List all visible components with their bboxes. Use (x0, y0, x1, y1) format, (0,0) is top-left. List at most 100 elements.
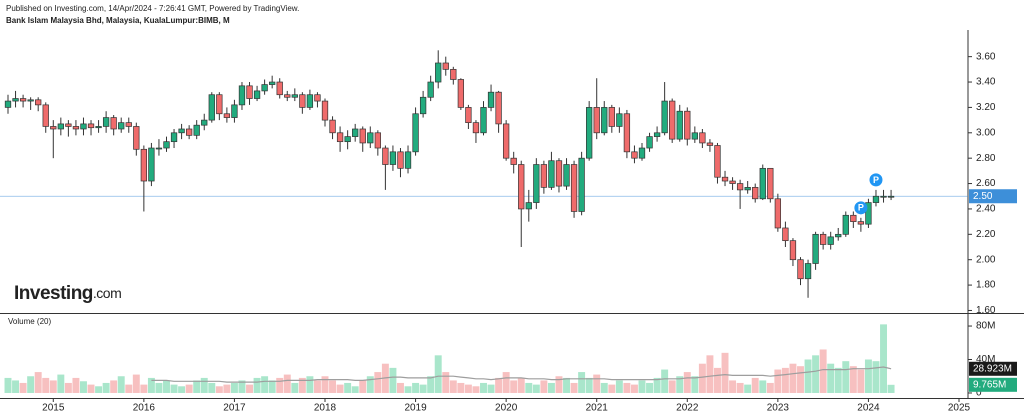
x-tick-label: 2016 (133, 403, 156, 414)
volume-bar (729, 380, 737, 393)
volume-bar (714, 367, 721, 393)
volume-bar (480, 382, 487, 393)
candle-body (472, 122, 480, 134)
volume-bar (170, 384, 178, 393)
volume-bar (766, 382, 774, 393)
volume-bar (781, 367, 789, 393)
volume-bar (774, 369, 782, 393)
volume-bar (721, 352, 729, 393)
candle-body (767, 167, 774, 200)
volume-bar (487, 384, 495, 393)
x-tick-label: 2025 (948, 403, 971, 414)
volume-bar (691, 376, 699, 393)
candle-body (344, 136, 351, 143)
volume-bar (495, 377, 503, 393)
x-tick-label: 2017 (223, 403, 246, 414)
event-marker (854, 201, 868, 215)
candle-body (389, 151, 397, 165)
volume-bar (646, 382, 654, 393)
candle-body (495, 91, 502, 125)
candle-body (865, 202, 872, 225)
candle-body (284, 94, 291, 98)
candle-body (616, 113, 623, 127)
volume-bar (215, 386, 223, 393)
candle-body (480, 107, 487, 134)
volume-ma-line (151, 366, 892, 383)
volume-bar (178, 386, 186, 393)
candle-body (646, 136, 653, 149)
candle-body (510, 157, 517, 165)
volume-bar (638, 380, 646, 393)
candle-body (397, 151, 404, 169)
volume-bar (412, 382, 420, 393)
candle-body (842, 214, 849, 235)
volume-bar (442, 372, 450, 393)
candle-body (208, 94, 215, 121)
candle-body (201, 119, 208, 126)
candle-body (276, 81, 283, 96)
candle-body (684, 110, 691, 140)
volume-bar (608, 384, 616, 393)
candle-body (27, 99, 34, 102)
candle-body (80, 123, 87, 130)
candle-body (691, 132, 698, 140)
candle-body (812, 233, 819, 264)
volume-bar (464, 384, 472, 393)
volume-bar (329, 380, 337, 393)
volume-bar (532, 384, 540, 393)
x-tick-label: 2023 (767, 403, 790, 414)
candle-body (676, 110, 683, 140)
chart-title: Bank Islam Malaysia Bhd, Malaysia, Kuala… (6, 16, 230, 25)
volume-bar (751, 377, 759, 393)
volume-tick-label: 80M (976, 321, 995, 332)
logo-suffix: .com (93, 285, 121, 301)
x-tick-label: 2020 (495, 403, 518, 414)
x-tick-label: 2019 (404, 403, 427, 414)
candle-body (623, 113, 631, 153)
logo: Investing.com (14, 283, 121, 304)
volume-tick-label: 0 (976, 388, 982, 399)
candle-body (502, 123, 510, 159)
y-tick-label: 2.20 (976, 229, 996, 240)
candle-body (133, 126, 140, 150)
volume-bar (540, 380, 548, 393)
volume-last-label: 9.765M (973, 379, 1006, 390)
volume-bar (842, 361, 850, 393)
volume-bar (759, 380, 767, 393)
volume-bar (291, 382, 299, 393)
volume-bar (283, 374, 291, 393)
candle-body (457, 79, 465, 108)
candle-body (170, 132, 178, 143)
volume-bar (34, 372, 42, 393)
candle-body (827, 236, 834, 245)
candle-body (4, 100, 12, 108)
candle-body (163, 141, 170, 149)
candle-body (238, 85, 246, 106)
candle-body (804, 263, 812, 280)
candle-body (253, 90, 261, 99)
volume-bar (517, 377, 525, 393)
volume-bar (49, 380, 57, 393)
volume-bar (200, 377, 208, 393)
volume-bar (27, 376, 35, 393)
y-tick-label: 3.20 (976, 102, 996, 113)
volume-bar (797, 366, 804, 393)
event-marker-label: P (858, 203, 864, 213)
y-tick-label: 2.40 (976, 204, 996, 215)
volume-bar (359, 380, 367, 393)
volume-bar (849, 366, 857, 393)
candle-body (774, 198, 782, 229)
candle-body (382, 147, 389, 165)
candle-body (87, 123, 95, 129)
volume-bar (261, 376, 269, 393)
candle-body (638, 147, 646, 159)
candle-body (782, 227, 789, 242)
candle-body (102, 117, 110, 127)
candle-body (744, 187, 751, 191)
volume-bar (374, 372, 382, 393)
candle-body (850, 214, 857, 222)
volume-bar (344, 382, 352, 393)
y-tick-label: 2.80 (976, 153, 996, 164)
